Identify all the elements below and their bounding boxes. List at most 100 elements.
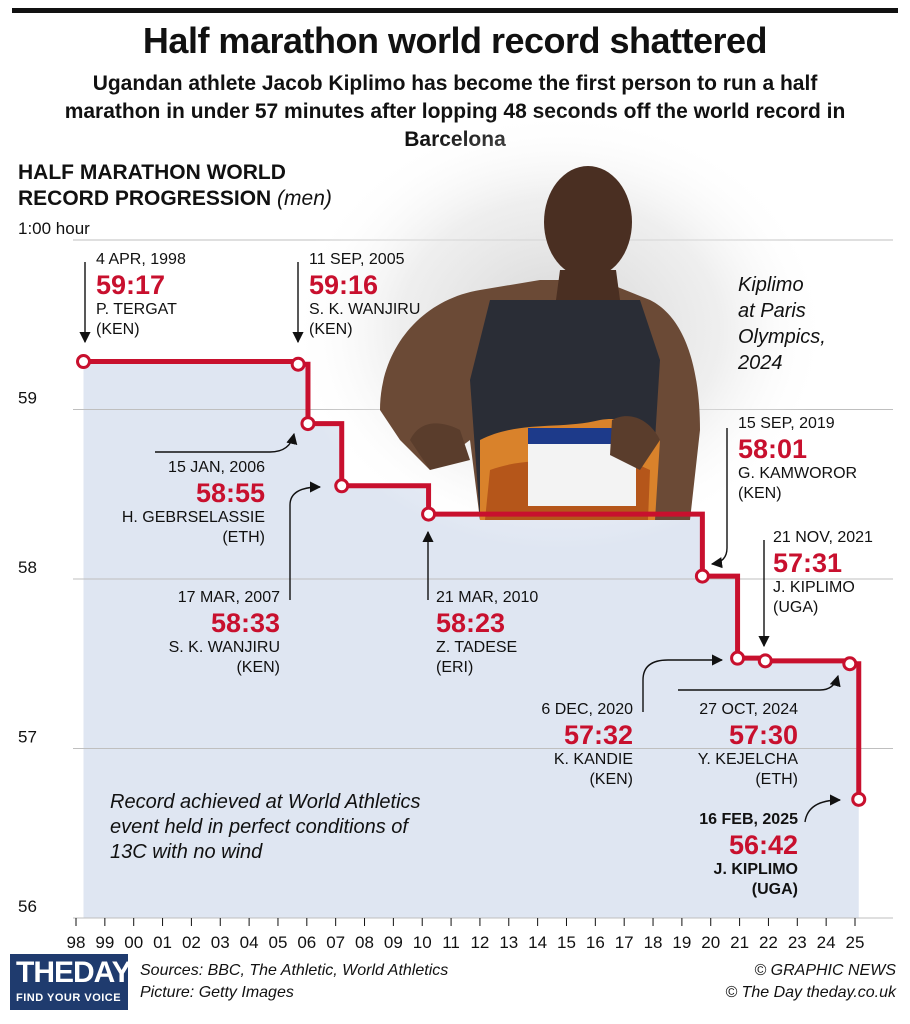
record-label-kiplimo-2025: 16 FEB, 2025 56:42 J. KIPLIMO (UGA) — [699, 810, 798, 900]
record-country: (ETH) — [755, 771, 798, 788]
record-athlete: J. KIPLIMO — [713, 861, 798, 878]
top-rule — [12, 8, 898, 13]
record-athlete: S. K. WANJIRU — [309, 301, 421, 318]
x-tick-label: 07 — [326, 933, 345, 952]
record-area — [83, 361, 859, 918]
section-title: HALF MARATHON WORLD RECORD PROGRESSION (… — [18, 160, 332, 212]
headline: Half marathon world record shattered — [142, 20, 768, 61]
conditions-note: Record achieved at World Athletics event… — [110, 791, 421, 863]
x-tick-label: 14 — [528, 933, 547, 952]
x-tick-label: 12 — [470, 933, 489, 952]
x-tick-label: 06 — [297, 933, 316, 952]
record-label-kamworor: 15 SEP, 2019 58:01 G. KAMWOROR (KEN) — [738, 414, 857, 504]
record-date: 11 SEP, 2005 — [309, 251, 405, 268]
record-athlete: P. TERGAT — [96, 301, 177, 318]
x-tick-label: 21 — [730, 933, 749, 952]
x-tick-label: 15 — [557, 933, 576, 952]
record-country: (KEN) — [589, 771, 633, 788]
arrow-kandie — [642, 654, 724, 712]
x-tick-label: 13 — [499, 933, 518, 952]
x-tick-label: 02 — [182, 933, 201, 952]
record-country: (UGA) — [751, 881, 798, 898]
x-tick-label: 03 — [211, 933, 230, 952]
theday-credit: © The Day theday.co.uk — [725, 984, 896, 1001]
record-time: 58:23 — [436, 608, 506, 638]
record-date: 17 MAR, 2007 — [177, 589, 280, 606]
x-tick-label: 20 — [701, 933, 720, 952]
subhead: Ugandan athlete Jacob Kiplimo has become… — [64, 72, 846, 151]
record-time: 58:33 — [210, 608, 280, 638]
record-label-tadese: 21 MAR, 2010 58:23 Z. TADESE (ERI) — [436, 588, 538, 678]
x-tick-label: 04 — [240, 933, 259, 952]
record-date: 6 DEC, 2020 — [541, 701, 633, 718]
record-time: 58:01 — [738, 434, 808, 464]
record-label-wanjiru-2007: 17 MAR, 2007 58:33 S. K. WANJIRU (KEN) — [169, 588, 280, 678]
record-point — [290, 356, 306, 372]
record-country: (KEN) — [236, 659, 280, 676]
record-label-kiplimo-2021: 21 NOV, 2021 57:31 J. KIPLIMO (UGA) — [773, 528, 873, 618]
photo-caption: Kiplimo at Paris Olympics, 2024 — [738, 272, 826, 376]
record-country: (KEN) — [96, 321, 140, 338]
record-time: 57:30 — [728, 720, 798, 750]
x-tick-label: 10 — [413, 933, 432, 952]
graphic-news-credit: © GRAPHIC NEWS — [754, 962, 896, 979]
record-athlete: H. GEBRSELASSIE — [121, 509, 265, 526]
record-point — [421, 506, 437, 522]
y-tick-label: 1:00 hour — [18, 219, 90, 238]
record-label-wanjiru-2005: 11 SEP, 2005 59:16 S. K. WANJIRU (KEN) — [309, 250, 420, 340]
record-date: 21 MAR, 2010 — [436, 589, 539, 606]
picture-credit: Picture: Getty Images — [140, 984, 294, 1001]
photo-caption-line: Olympics, — [738, 326, 826, 348]
x-tick-label: 23 — [788, 933, 807, 952]
record-time: 56:42 — [728, 830, 798, 860]
x-tick-label: 25 — [846, 933, 865, 952]
y-tick-label: 56 — [18, 897, 37, 916]
x-tick-label: 19 — [672, 933, 691, 952]
record-time: 58:55 — [195, 478, 265, 508]
record-date: 15 SEP, 2019 — [738, 415, 835, 432]
logo-wordmark: THEDAY — [16, 956, 132, 989]
record-time: 59:17 — [96, 270, 166, 300]
x-tick-label: 24 — [817, 933, 836, 952]
record-date: 27 OCT, 2024 — [699, 701, 798, 718]
record-date: 21 NOV, 2021 — [773, 529, 873, 546]
x-tick-label: 05 — [269, 933, 288, 952]
x-tick-label: 11 — [442, 933, 460, 952]
record-country: (KEN) — [309, 321, 353, 338]
record-point — [730, 650, 746, 666]
record-country: (ERI) — [436, 659, 474, 676]
record-country: (KEN) — [738, 485, 782, 502]
record-point — [694, 568, 710, 584]
arrow-gebrselassie — [155, 432, 298, 453]
record-time: 57:31 — [773, 548, 843, 578]
x-tick-label: 22 — [759, 933, 778, 952]
x-tick-label: 98 — [67, 933, 86, 952]
x-tick-label: 09 — [384, 933, 403, 952]
arrow-kiplimo-2025 — [804, 794, 842, 823]
photo-caption-line: 2024 — [738, 352, 783, 374]
record-label-gebrselassie: 15 JAN, 2006 58:55 H. GEBRSELASSIE (ETH) — [122, 458, 265, 548]
x-tick-label: 01 — [153, 933, 172, 952]
record-date: 15 JAN, 2006 — [168, 459, 265, 476]
record-country: (UGA) — [773, 599, 819, 616]
x-tick-label: 17 — [615, 933, 634, 952]
x-tick-label: 00 — [124, 933, 143, 952]
record-country: (ETH) — [222, 529, 265, 546]
theday-logo: THEDAY FIND YOUR VOICE — [10, 954, 132, 1010]
record-athlete: J. KIPLIMO — [773, 579, 855, 596]
record-time: 57:32 — [563, 720, 633, 750]
logo-tagline: FIND YOUR VOICE — [16, 992, 122, 1004]
record-time: 59:16 — [309, 270, 379, 300]
record-point — [300, 416, 316, 432]
sources-text: Sources: BBC, The Athletic, World Athlet… — [140, 962, 449, 979]
section-title-line2: RECORD PROGRESSION — [18, 187, 272, 210]
x-tick-label: 18 — [644, 933, 663, 952]
section-title-sub: (men) — [277, 187, 332, 210]
record-point — [757, 653, 773, 669]
arrow-wanjiru-2007 — [289, 481, 322, 600]
record-point — [76, 354, 92, 370]
record-athlete: Z. TADESE — [436, 639, 518, 656]
y-tick-label: 57 — [18, 728, 37, 747]
section-title-line1: HALF MARATHON WORLD — [18, 161, 286, 184]
